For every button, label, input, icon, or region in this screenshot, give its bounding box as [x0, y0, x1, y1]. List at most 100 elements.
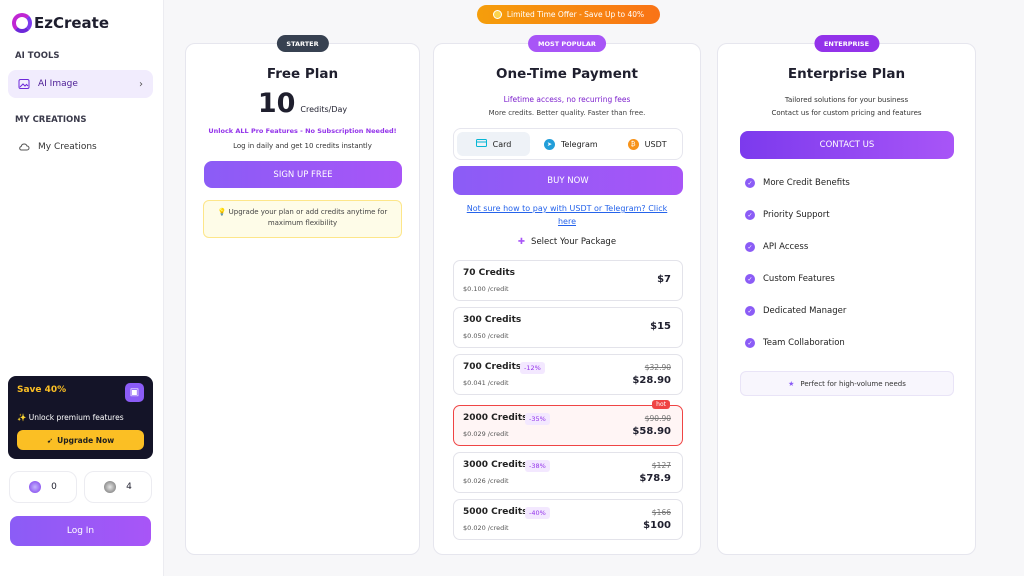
coins-count: 4 [126, 482, 132, 492]
limited-offer-banner[interactable]: Limited Time Offer - Save Up to 40% [477, 5, 660, 24]
tab-label: USDT [644, 139, 667, 149]
select-package-heading: ✚ Select Your Package [434, 237, 700, 247]
sidebar-item-label: My Creations [38, 142, 97, 152]
promo-feature: ✨ Unlock premium features [17, 413, 124, 422]
hot-tag: hot [652, 400, 670, 409]
gem-icon [29, 481, 42, 493]
upgrade-now-label: Upgrade Now [57, 435, 115, 445]
bitcoin-icon: ₿ [627, 138, 639, 150]
package-price: $15 [650, 321, 671, 332]
sign-up-free-button[interactable]: SIGN UP FREE [204, 161, 402, 188]
tab-telegram[interactable]: ➤ Telegram [534, 132, 608, 156]
clock-icon [492, 10, 502, 19]
enterprise-feature: ✓ API Access [745, 242, 808, 252]
enterprise-plan-card: ENTERPRISE Enterprise Plan Tailored solu… [717, 35, 976, 555]
enterprise-line1: Tailored solutions for your business [784, 96, 909, 104]
high-volume-note: ★ Perfect for high-volume needs [740, 371, 954, 396]
tip-box: 💡 Upgrade your plan or add credits anyti… [203, 200, 402, 238]
original-price: $90.90 [644, 414, 671, 423]
lightbulb-icon: 💡 [217, 208, 227, 216]
one-time-title: One-Time Payment [496, 66, 638, 82]
sidebar-item-my-creations[interactable]: My Creations [8, 133, 153, 161]
login-button[interactable]: Log In [10, 516, 151, 546]
lifetime-text: Lifetime access, no recurring fees [503, 95, 631, 104]
credits-number: 10 [257, 88, 296, 119]
package-price: $100 [643, 520, 671, 531]
package-per-credit: $0.050 /credit [463, 332, 509, 340]
upgrade-now-button[interactable]: ➹ Upgrade Now [17, 430, 144, 450]
package-price: $78.9 [639, 473, 671, 484]
package-name: 700 Credits [463, 362, 522, 372]
check-icon: ✓ [745, 338, 755, 348]
payment-method-tabs: Card ➤ Telegram ₿ USDT [453, 128, 683, 160]
contact-us-button[interactable]: CONTACT US [740, 131, 954, 159]
gems-balance[interactable]: 0 [9, 471, 77, 503]
coin-icon [104, 481, 117, 493]
package-per-credit: $0.041 /credit [463, 379, 509, 387]
package-option[interactable]: 70 Credits $0.100 /credit $7 [453, 260, 683, 301]
brand-logo[interactable]: EzCreate [12, 13, 109, 33]
payment-help-link[interactable]: Not sure how to pay with USDT or Telegra… [466, 204, 668, 226]
credits-per-day: 10 Credits/Day [186, 90, 419, 118]
package-name: 300 Credits [463, 315, 522, 325]
sidebar-item-label: AI Image [38, 79, 78, 89]
free-plan-title: Free Plan [266, 66, 339, 82]
buy-now-button[interactable]: BUY NOW [453, 166, 683, 195]
check-icon: ✓ [745, 306, 755, 316]
select-package-label: Select Your Package [531, 237, 617, 247]
package-name: 2000 Credits [463, 413, 528, 423]
package-name: 3000 Credits [463, 460, 528, 470]
rocket-icon: ➹ [46, 435, 54, 445]
tab-card[interactable]: Card [457, 132, 530, 156]
most-popular-badge: MOST POPULAR [528, 35, 606, 52]
tip-text: Upgrade your plan or add credits anytime… [228, 208, 388, 227]
enterprise-feature: ✓ Team Collaboration [745, 338, 845, 348]
tab-label: Card [492, 139, 512, 149]
cloud-icon [18, 141, 30, 153]
tab-usdt[interactable]: ₿ USDT [618, 132, 677, 156]
package-option[interactable]: 700 Credits -12% $0.041 /credit $32.90 $… [453, 354, 683, 395]
unlock-text: Unlock ALL Pro Features - No Subscriptio… [208, 127, 397, 135]
coins-balance[interactable]: 4 [84, 471, 152, 503]
enterprise-feature: ✓ Custom Features [745, 274, 835, 284]
discount-badge: -38% [525, 460, 550, 472]
package-name: 70 Credits [463, 268, 515, 278]
original-price: $166 [651, 508, 671, 517]
enterprise-feature: ✓ More Credit Benefits [745, 178, 850, 188]
one-time-payment-card: MOST POPULAR One-Time Payment Lifetime a… [433, 35, 701, 555]
original-price: $32.90 [644, 363, 671, 372]
my-creations-heading: MY CREATIONS [15, 115, 87, 125]
puzzle-icon: ✚ [517, 237, 526, 247]
sidebar: EzCreate AI TOOLS AI Image › MY CREATION… [0, 0, 164, 576]
starter-badge: STARTER [276, 35, 329, 52]
gift-icon: ▣ [125, 383, 144, 402]
credit-card-icon [475, 139, 487, 149]
credits-unit: Credits/Day [300, 105, 348, 114]
logo-icon [12, 13, 32, 33]
check-icon: ✓ [745, 274, 755, 284]
package-option[interactable]: 300 Credits $0.050 /credit $15 [453, 307, 683, 348]
package-option-hot[interactable]: hot 2000 Credits -35% $0.029 /credit $90… [453, 400, 683, 446]
check-icon: ✓ [745, 242, 755, 252]
sidebar-item-ai-image[interactable]: AI Image › [8, 70, 153, 98]
chevron-right-icon: › [139, 78, 143, 90]
discount-badge: -12% [520, 362, 545, 374]
package-option[interactable]: 5000 Credits -40% $0.020 /credit $166 $1… [453, 499, 683, 540]
free-plan-card: STARTER Free Plan 10 Credits/Day Unlock … [185, 35, 420, 555]
discount-badge: -40% [525, 507, 550, 519]
package-per-credit: $0.020 /credit [463, 524, 509, 532]
package-per-credit: $0.100 /credit [463, 285, 509, 293]
enterprise-feature: ✓ Priority Support [745, 210, 830, 220]
image-icon [18, 78, 30, 90]
brand-name: EzCreate [34, 14, 110, 32]
enterprise-badge: ENTERPRISE [813, 35, 880, 52]
package-price: $58.90 [632, 426, 671, 437]
telegram-icon: ➤ [544, 138, 555, 150]
enterprise-feature: ✓ Dedicated Manager [745, 306, 846, 316]
promo-card: Save 40% ▣ ✨ Unlock premium features ➹ Up… [8, 376, 153, 459]
check-icon: ✓ [745, 210, 755, 220]
package-option[interactable]: 3000 Credits -38% $0.026 /credit $127 $7… [453, 452, 683, 493]
package-per-credit: $0.029 /credit [463, 430, 509, 438]
enterprise-title: Enterprise Plan [787, 66, 906, 82]
star-icon: ★ [788, 379, 795, 388]
